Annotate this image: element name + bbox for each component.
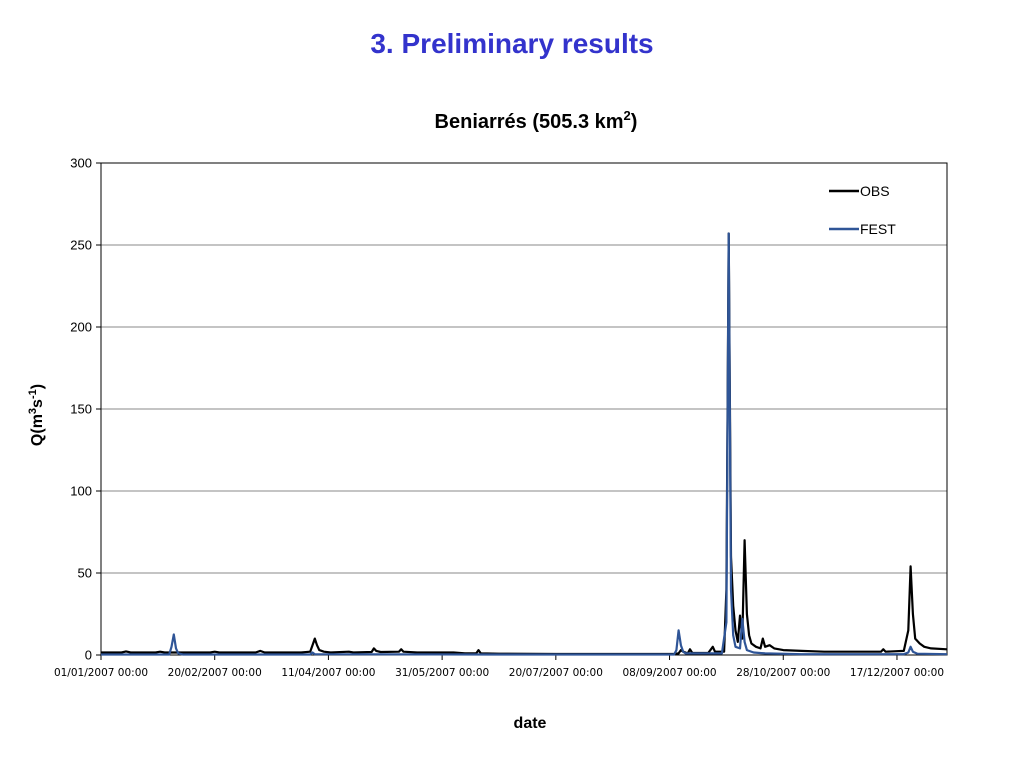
y-tick-label: 0 — [85, 648, 92, 663]
y-tick-label: 150 — [70, 402, 92, 417]
x-tick-label: 11/04/2007 00:00 — [281, 667, 375, 679]
legend-label: FEST — [860, 221, 896, 237]
x-tick-label: 31/05/2007 00:00 — [395, 667, 489, 679]
y-tick-label: 300 — [70, 156, 92, 171]
y-tick-label: 100 — [70, 484, 92, 499]
gridlines — [101, 244, 947, 574]
x-tick-label: 17/12/2007 00:00 — [850, 667, 944, 679]
x-tick-label: 08/09/2007 00:00 — [622, 667, 716, 679]
x-tick-label: 20/02/2007 00:00 — [168, 667, 262, 679]
y-axis-title: Q(m3s-1) — [27, 384, 46, 446]
series-line-fest — [101, 232, 948, 656]
series-group — [101, 232, 948, 656]
y-tick-label: 50 — [78, 566, 92, 581]
x-axis-title: date — [514, 715, 547, 732]
y-axis: 0 50 100 150 200 250 300 — [70, 156, 101, 663]
series-line-obs — [101, 232, 948, 656]
chart-title: Beniarrés (505.3 km2) — [435, 108, 638, 133]
y-tick-label: 250 — [70, 238, 92, 253]
legend-label: OBS — [860, 183, 890, 199]
x-tick-label: 20/07/2007 00:00 — [509, 667, 603, 679]
legend: OBS FEST — [829, 183, 896, 237]
x-tick-label: 28/10/2007 00:00 — [736, 667, 830, 679]
y-tick-label: 200 — [70, 320, 92, 335]
x-axis: 01/01/2007 00:00 20/02/2007 00:00 11/04/20… — [54, 655, 944, 679]
slide-title: 3. Preliminary results — [370, 28, 654, 59]
x-tick-label: 01/01/2007 00:00 — [54, 667, 148, 679]
